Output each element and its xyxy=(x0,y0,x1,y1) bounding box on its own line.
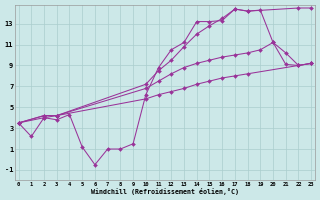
X-axis label: Windchill (Refroidissement éolien,°C): Windchill (Refroidissement éolien,°C) xyxy=(91,188,239,195)
